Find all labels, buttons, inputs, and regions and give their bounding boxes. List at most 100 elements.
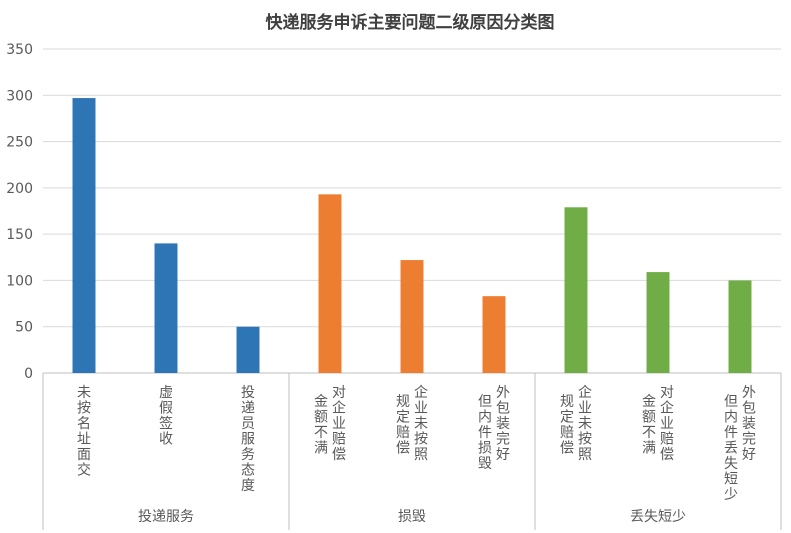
group-label: 损毁 [398, 509, 426, 525]
category-label-char: 不 [642, 425, 656, 441]
bar [400, 260, 424, 373]
category-label-char: 按 [578, 432, 592, 448]
category-label-char: 收 [159, 432, 173, 448]
group-label: 丢失短少 [630, 509, 686, 525]
category-label-char: 装 [742, 416, 756, 432]
category-label: 外包装完好 [742, 385, 756, 463]
category-label-char: 但 [724, 394, 738, 410]
category-label-char: 业 [332, 416, 346, 432]
category-label-char: 但 [478, 394, 492, 410]
bar [236, 326, 260, 373]
category-label-char: 赔 [560, 425, 574, 441]
bar [646, 272, 670, 373]
category-label: 金额不满 [642, 394, 656, 457]
y-tick-label: 0 [24, 366, 33, 382]
category-label-char: 满 [642, 441, 656, 457]
category-label-char: 包 [742, 401, 756, 417]
category-label: 未按名址面交 [77, 385, 91, 479]
category-label-char: 偿 [660, 447, 674, 463]
category-label: 虚假签收 [159, 385, 173, 448]
category-label-char: 虚 [159, 385, 173, 401]
category-label: 投递员服务态度 [241, 385, 255, 494]
category-labels: 未按名址面交虚假签收投递员服务态度投递服务对企业赔偿金额不满企业未按照规定赔偿外… [77, 384, 756, 525]
category-label-char: 外 [742, 385, 756, 401]
category-label-char: 服 [241, 432, 255, 448]
bar [318, 194, 342, 373]
y-tick-label: 250 [6, 135, 33, 151]
category-label-char: 金 [642, 394, 656, 410]
category-label-char: 赔 [332, 432, 346, 448]
bar [728, 280, 752, 373]
category-label-char: 规 [560, 394, 574, 410]
category-label-char: 好 [742, 447, 756, 463]
category-label-char: 未 [414, 416, 428, 432]
axes: 0 50 100 150 200 250 300 350 [6, 42, 782, 530]
category-label-char: 企 [332, 400, 346, 417]
category-label-char: 面 [77, 447, 91, 463]
category-label-char: 签 [159, 415, 173, 432]
category-label-char: 照 [414, 447, 428, 463]
category-label-char: 额 [314, 410, 328, 426]
category-label-char: 少 [724, 487, 738, 503]
category-label-char: 名 [77, 416, 91, 432]
category-label-char: 内 [724, 410, 738, 426]
category-label-char: 递 [241, 401, 255, 417]
bars [72, 98, 752, 373]
category-label: 但内件丢失短少 [724, 394, 738, 503]
category-label-char: 业 [414, 401, 428, 417]
category-label-char: 完 [742, 432, 756, 448]
category-label-char: 对 [660, 385, 674, 401]
category-label-char: 偿 [396, 441, 410, 457]
category-label-char: 毁 [478, 456, 492, 472]
y-tick-label: 200 [6, 181, 33, 197]
category-label-char: 未 [77, 385, 91, 401]
y-tick-label: 300 [6, 88, 33, 104]
category-label-char: 规 [396, 394, 410, 410]
category-label-char: 照 [578, 447, 592, 463]
category-label-char: 失 [724, 456, 738, 472]
category-label-char: 好 [496, 447, 510, 463]
category-label-char: 件 [478, 425, 492, 441]
y-tick-label: 150 [6, 227, 33, 243]
category-label-char: 额 [642, 410, 656, 426]
category-label: 企业未按照 [578, 384, 592, 463]
category-label: 金额不满 [314, 394, 328, 457]
category-label-char: 外 [496, 385, 510, 401]
category-label: 但内件损毁 [478, 394, 492, 472]
category-label-char: 偿 [332, 447, 346, 463]
category-label-char: 件 [724, 425, 738, 441]
bar [564, 207, 588, 373]
category-label-char: 丢 [724, 441, 738, 457]
category-label-char: 短 [724, 472, 738, 488]
category-label-char: 偿 [560, 441, 574, 457]
chart-title: 快递服务申诉主要问题二级原因分类图 [266, 12, 555, 33]
category-label-char: 定 [396, 410, 410, 426]
category-label-char: 址 [77, 432, 91, 448]
category-label-char: 未 [578, 416, 592, 432]
category-label-char: 业 [660, 416, 674, 432]
category-label-char: 按 [414, 432, 428, 448]
category-label-char: 内 [478, 410, 492, 426]
bar [482, 296, 506, 373]
bar [154, 243, 178, 373]
category-label-char: 赔 [396, 425, 410, 441]
category-label-char: 交 [77, 462, 91, 479]
group-label: 投递服务 [138, 509, 194, 525]
category-label-char: 完 [496, 432, 510, 448]
category-label: 对企业赔偿 [660, 385, 674, 463]
category-label-char: 金 [314, 394, 328, 410]
category-label-char: 投 [241, 385, 255, 401]
category-label-char: 损 [478, 441, 492, 457]
category-label-char: 装 [496, 416, 510, 432]
category-label-char: 对 [332, 385, 346, 401]
category-label: 规定赔偿 [560, 394, 574, 457]
category-label-char: 企 [414, 384, 428, 401]
y-tick-label: 50 [15, 320, 33, 336]
bar [72, 98, 96, 373]
category-label-char: 不 [314, 425, 328, 441]
category-label-char: 假 [159, 401, 173, 417]
y-tick-label: 350 [6, 42, 33, 58]
category-label-char: 企 [578, 384, 592, 401]
category-label: 规定赔偿 [396, 394, 410, 457]
